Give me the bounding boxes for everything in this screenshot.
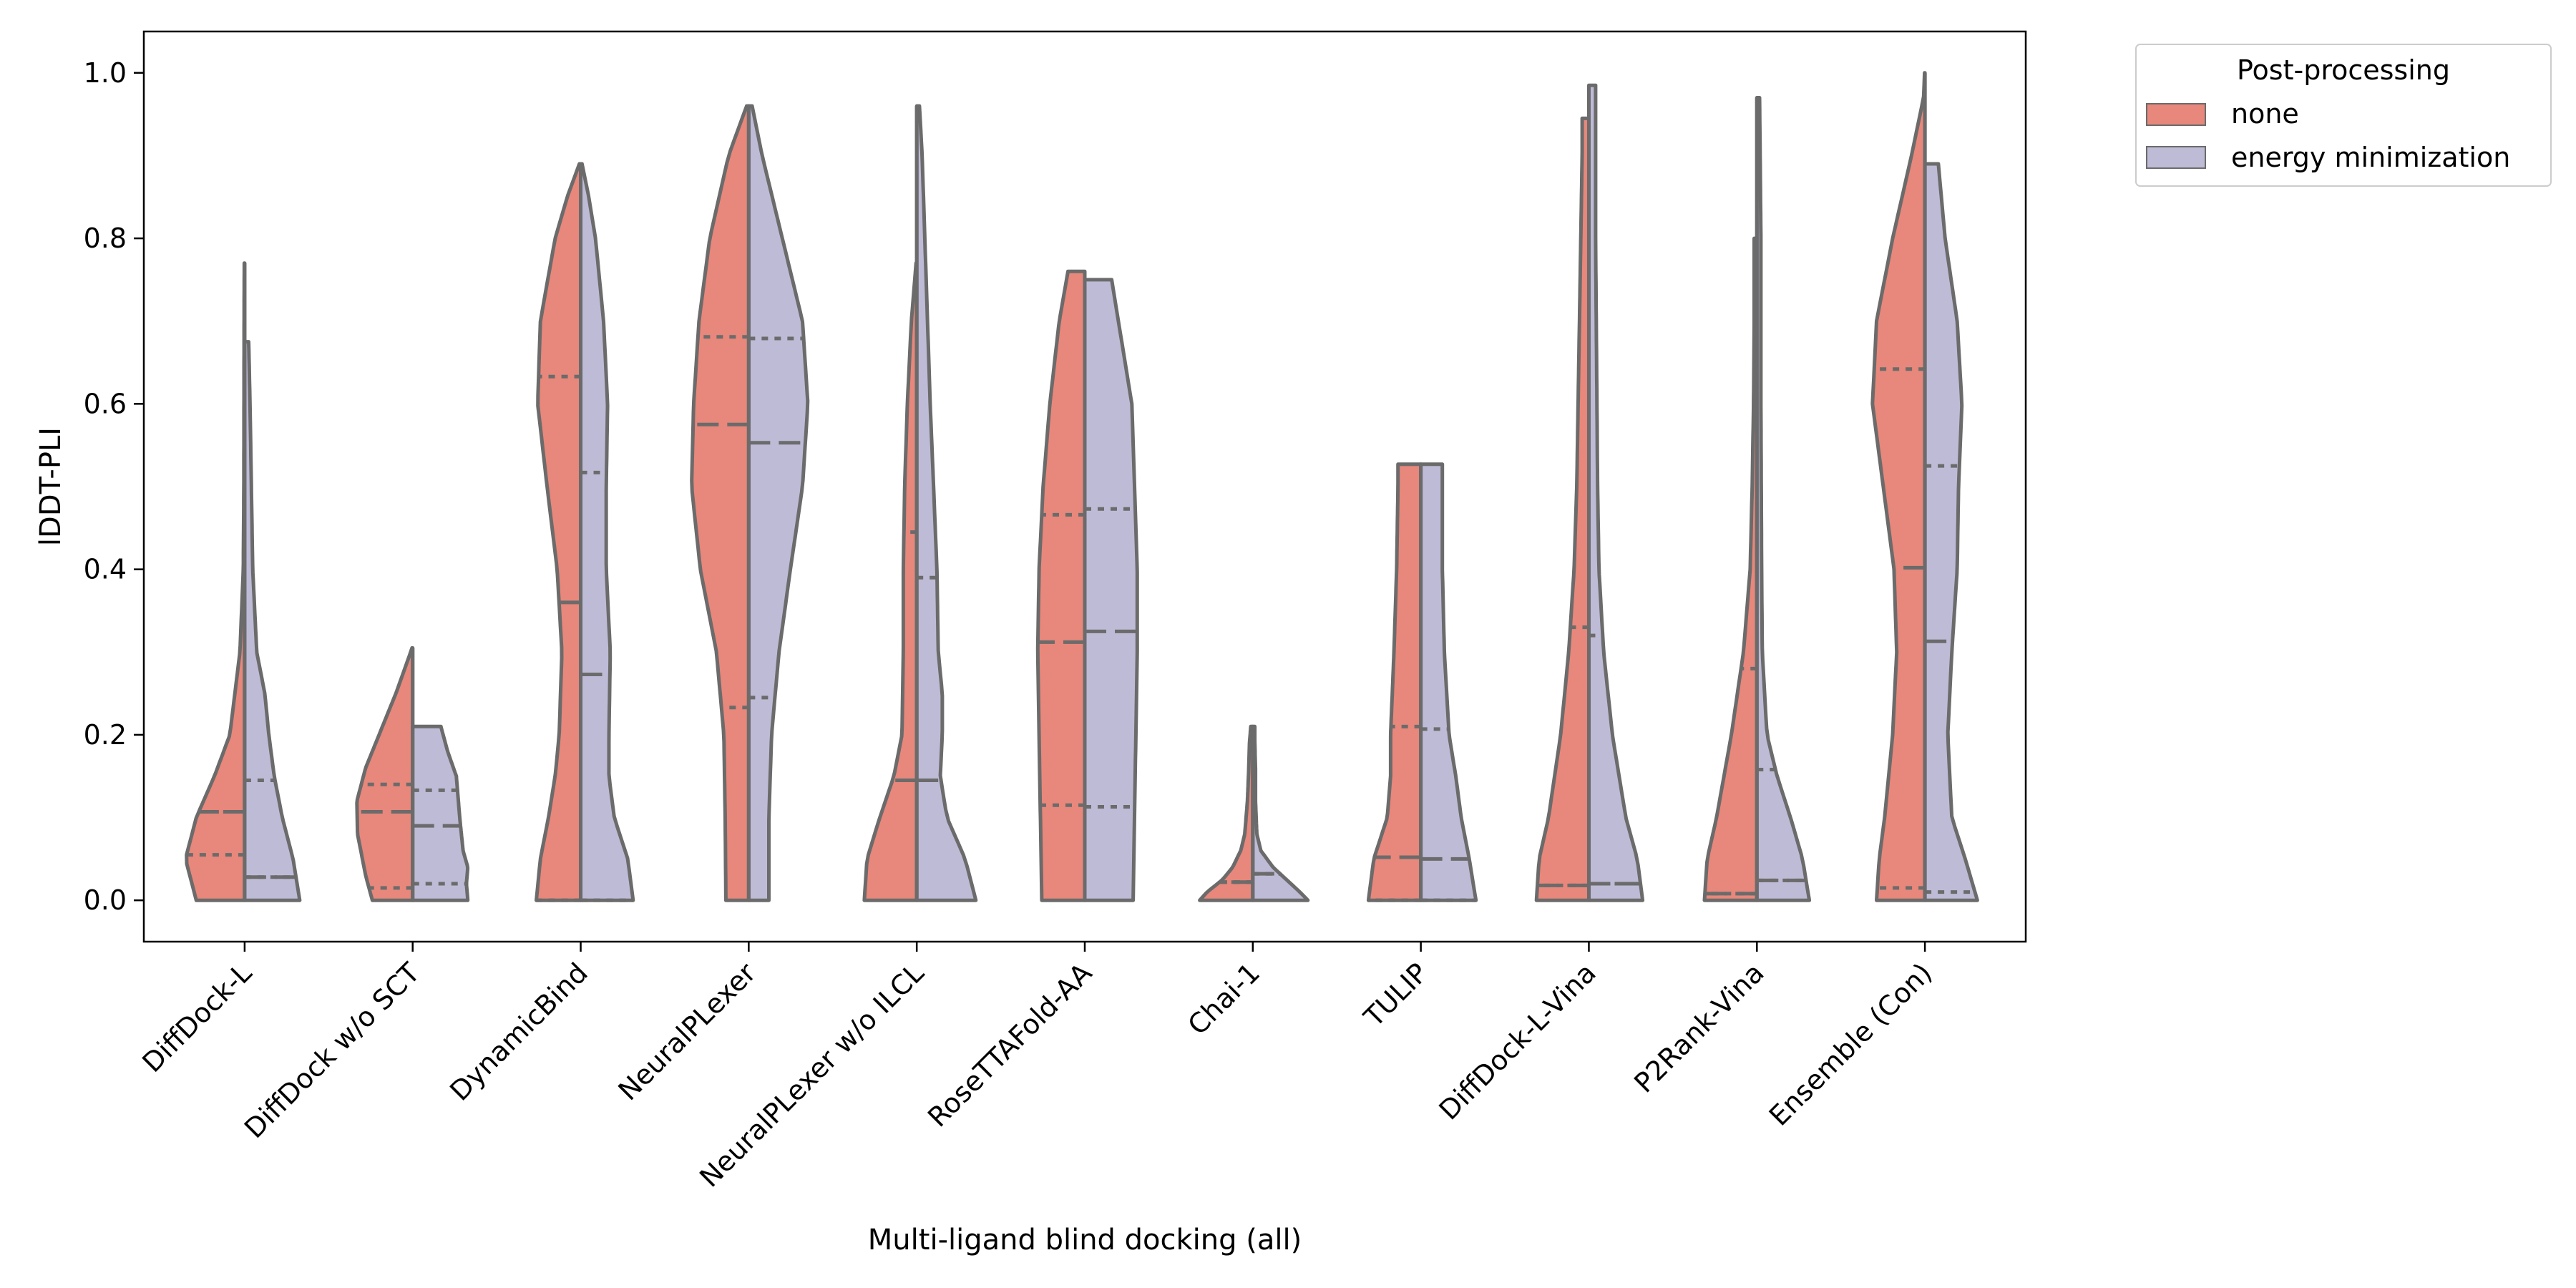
- y-tick-label: 0.0: [84, 884, 127, 916]
- violin-energy-minimization-tulip: [1419, 462, 1478, 902]
- x-tick-label: RoseTTAFold-AA: [922, 957, 1098, 1133]
- y-tick-label: 1.0: [84, 57, 127, 89]
- x-tick-label: NeuralPLexer: [613, 957, 762, 1106]
- violin-none-ensemble-con: [1870, 71, 1927, 902]
- x-tick-label: Ensemble (Con): [1763, 957, 1938, 1132]
- y-axis-title: lDDT-PLI: [34, 427, 67, 546]
- violin-energy-minimization-rosettafold-aa: [1083, 278, 1139, 902]
- violin-energy-minimization-ensemble-con: [1923, 162, 1979, 902]
- violin-energy-minimization-neuralplexer-w-o-ilcl: [914, 104, 978, 902]
- violin-energy-minimization-diffdock-l-vina: [1587, 83, 1645, 902]
- legend: Post-processing none energy minimization: [2135, 44, 2552, 187]
- x-tick-label: DiffDock-L-Vina: [1433, 957, 1602, 1126]
- x-tick-label: P2Rank-Vina: [1628, 957, 1770, 1098]
- violin-none-neuralplexer-w-o-ilcl: [862, 261, 919, 902]
- legend-title: Post-processing: [2237, 54, 2450, 86]
- violin-energy-minimization-diffdock-l: [243, 340, 302, 902]
- violin-none-diffdock-w-o-sct: [355, 646, 415, 902]
- violin-energy-minimization-p2rank-vina: [1755, 96, 1812, 902]
- legend-box: [2135, 44, 2552, 187]
- violin-energy-minimization-diffdock-w-o-sct: [411, 724, 470, 902]
- x-tick-label: DiffDock w/o SCT: [238, 957, 426, 1145]
- violins-layer: [185, 71, 1979, 902]
- legend-label-energy-minimization: energy minimization: [2231, 142, 2510, 173]
- violin-none-p2rank-vina: [1702, 236, 1759, 902]
- violin-none-diffdock-l-vina: [1534, 116, 1591, 902]
- violin-energy-minimization-dynamicbind: [579, 162, 635, 902]
- x-tick-label: TULIP: [1357, 957, 1434, 1033]
- y-tick-label: 0.4: [84, 554, 127, 585]
- violin-none-rosettafold-aa: [1035, 269, 1087, 902]
- plot-frame: [142, 30, 2027, 943]
- y-tick-label: 0.6: [84, 388, 127, 419]
- violin-none-chai-1: [1198, 724, 1255, 902]
- legend-label-none: none: [2231, 98, 2299, 130]
- x-tick-label: DiffDock-L: [136, 957, 258, 1078]
- x-tick-label: DynamicBind: [444, 957, 594, 1107]
- x-tick-label: Chai-1: [1182, 957, 1267, 1041]
- y-tick-label: 0.2: [84, 719, 127, 751]
- x-axis-title: Multi-ligand blind docking (all): [868, 1224, 1302, 1257]
- violin-none-diffdock-l: [185, 261, 247, 902]
- legend-swatch-none: [2146, 103, 2206, 126]
- violin-none-tulip: [1366, 462, 1423, 902]
- y-axis: 0.0 0.2 0.4 0.6 0.8 1.0: [84, 57, 144, 916]
- y-tick-label: 0.8: [84, 223, 127, 254]
- violin-energy-minimization-neuralplexer: [746, 104, 810, 902]
- violin-none-neuralplexer: [690, 104, 751, 902]
- legend-swatch-energy-minimization: [2146, 146, 2206, 169]
- violin-none-dynamicbind: [535, 162, 582, 902]
